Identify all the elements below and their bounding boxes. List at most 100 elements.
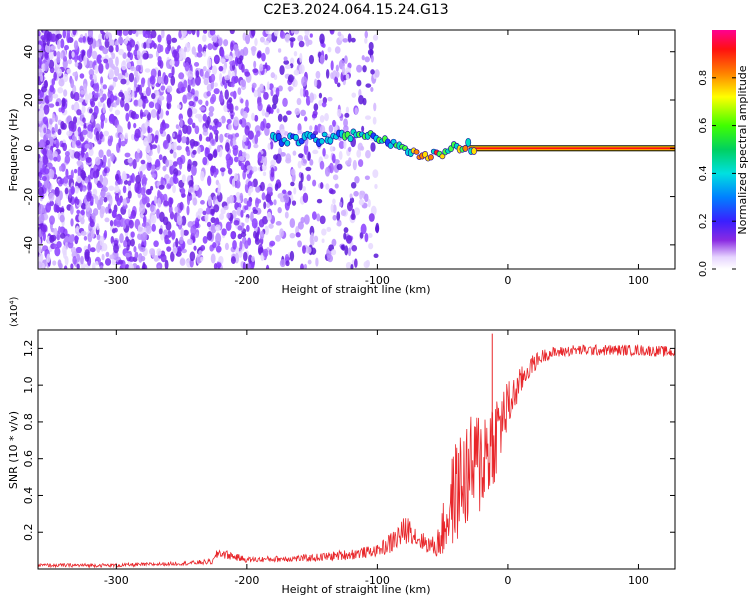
- noise-blob: [42, 154, 49, 166]
- noise-blob: [160, 250, 166, 257]
- noise-blob: [38, 244, 42, 255]
- noise-blob: [293, 50, 298, 57]
- noise-blob: [109, 85, 114, 91]
- noise-blob: [250, 211, 254, 222]
- noise-blob: [283, 59, 290, 65]
- noise-blob: [193, 245, 197, 251]
- noise-blob: [279, 259, 286, 268]
- noise-blob: [172, 247, 178, 253]
- noise-blob: [213, 171, 217, 178]
- noise-blob: [284, 211, 289, 219]
- noise-blob: [240, 209, 244, 218]
- noise-blob: [64, 187, 69, 195]
- noise-blob: [177, 246, 182, 254]
- noise-blob: [372, 34, 379, 41]
- noise-blob: [120, 78, 127, 85]
- noise-blob: [282, 97, 288, 108]
- noise-blob: [327, 46, 332, 53]
- noise-blob: [42, 116, 48, 125]
- noise-blob: [183, 46, 188, 53]
- x-tick-label: -100: [365, 274, 390, 287]
- noise-blob: [49, 215, 55, 225]
- carrier-blob: [293, 133, 299, 142]
- noise-blob: [250, 30, 256, 37]
- noise-blob: [128, 30, 133, 36]
- noise-blob: [239, 192, 244, 202]
- snr-y-multiplier: (x10⁴): [9, 296, 20, 327]
- noise-blob: [265, 193, 272, 203]
- noise-blob: [113, 243, 119, 254]
- noise-blob: [142, 52, 149, 60]
- noise-blob: [133, 122, 137, 129]
- noise-blob: [56, 154, 61, 163]
- y-tick-label: 1.0: [22, 376, 35, 394]
- noise-blob: [279, 65, 285, 76]
- noise-blob: [89, 44, 93, 54]
- noise-blob: [289, 57, 295, 65]
- noise-blob: [361, 125, 365, 133]
- noise-blob: [282, 115, 288, 123]
- noise-blob: [64, 155, 71, 164]
- noise-blob: [298, 153, 304, 159]
- noise-blob: [159, 44, 164, 53]
- noise-blob: [106, 97, 112, 109]
- noise-blob: [45, 139, 50, 146]
- noise-blob: [321, 101, 327, 108]
- noise-blob: [88, 141, 93, 150]
- noise-blob: [171, 141, 177, 151]
- noise-blob: [114, 109, 121, 116]
- noise-blob: [191, 46, 196, 55]
- noise-blob: [49, 84, 55, 93]
- noise-blob: [70, 122, 77, 133]
- noise-blob: [93, 92, 99, 99]
- noise-blob: [90, 247, 96, 253]
- noise-blob: [126, 239, 132, 247]
- noise-blob: [343, 232, 347, 240]
- noise-blob: [212, 34, 218, 43]
- noise-blob: [218, 65, 224, 72]
- noise-blob: [229, 30, 235, 35]
- noise-blob: [332, 119, 336, 127]
- noise-blob: [153, 240, 159, 248]
- noise-blob: [76, 263, 80, 269]
- y-tick-label: 20: [22, 93, 35, 107]
- noise-blob: [163, 74, 169, 85]
- spectrogram-frame: [37, 29, 676, 270]
- x-tick-label: -100: [365, 574, 390, 587]
- noise-blob: [227, 168, 233, 175]
- noise-blob: [302, 245, 307, 254]
- noise-blob: [157, 75, 162, 84]
- noise-blob: [73, 168, 78, 174]
- x-tick-label: 0: [504, 574, 511, 587]
- noise-blob: [79, 73, 85, 79]
- noise-blob: [362, 65, 367, 73]
- noise-blob: [72, 30, 77, 36]
- noise-blob: [343, 118, 348, 128]
- noise-blob: [127, 190, 132, 199]
- carrier-blob: [347, 135, 354, 143]
- noise-blob: [54, 123, 58, 133]
- noise-blob: [73, 40, 79, 50]
- noise-blob: [224, 75, 231, 81]
- noise-blob: [140, 131, 144, 140]
- noise-blob: [157, 34, 162, 43]
- noise-blob: [107, 158, 111, 169]
- noise-blob: [240, 231, 247, 238]
- noise-blob: [283, 56, 288, 62]
- noise-blob: [250, 46, 257, 52]
- noise-blob: [87, 36, 94, 46]
- noise-blob: [56, 39, 61, 50]
- noise-blob: [297, 240, 302, 248]
- noise-blob: [156, 208, 160, 219]
- noise-blob: [354, 175, 360, 184]
- noise-blob: [86, 191, 92, 202]
- noise-blob: [38, 44, 42, 50]
- noise-blob: [123, 38, 129, 45]
- noise-blob: [345, 160, 351, 166]
- noise-blob: [216, 121, 222, 128]
- noise-blob: [150, 185, 154, 191]
- noise-blob: [207, 43, 213, 51]
- noise-blob: [213, 82, 218, 88]
- noise-blob: [80, 90, 85, 95]
- noise-blob: [122, 185, 127, 194]
